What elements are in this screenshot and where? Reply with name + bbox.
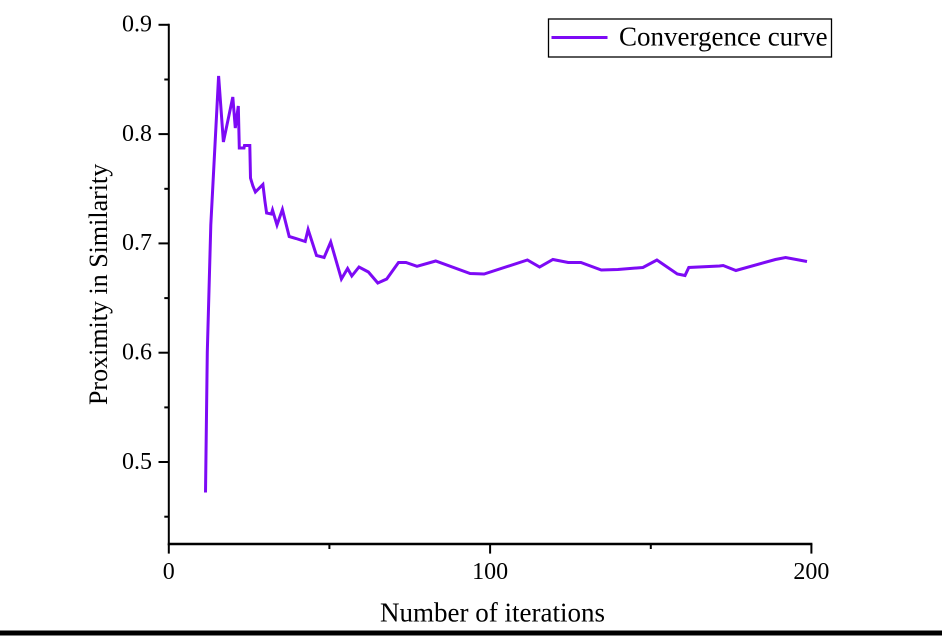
svg-text:Convergence curve: Convergence curve xyxy=(619,22,828,52)
svg-text:Number of iterations: Number of iterations xyxy=(380,598,605,628)
svg-text:0.8: 0.8 xyxy=(122,121,152,147)
svg-text:0: 0 xyxy=(163,559,175,585)
svg-text:0.9: 0.9 xyxy=(122,12,152,38)
svg-text:0.7: 0.7 xyxy=(122,230,152,256)
svg-text:0.6: 0.6 xyxy=(122,340,152,366)
svg-text:Proximity in Similarity: Proximity in Similarity xyxy=(84,164,113,405)
svg-text:100: 100 xyxy=(472,559,508,585)
svg-text:0.5: 0.5 xyxy=(122,449,152,475)
svg-text:200: 200 xyxy=(793,559,829,585)
